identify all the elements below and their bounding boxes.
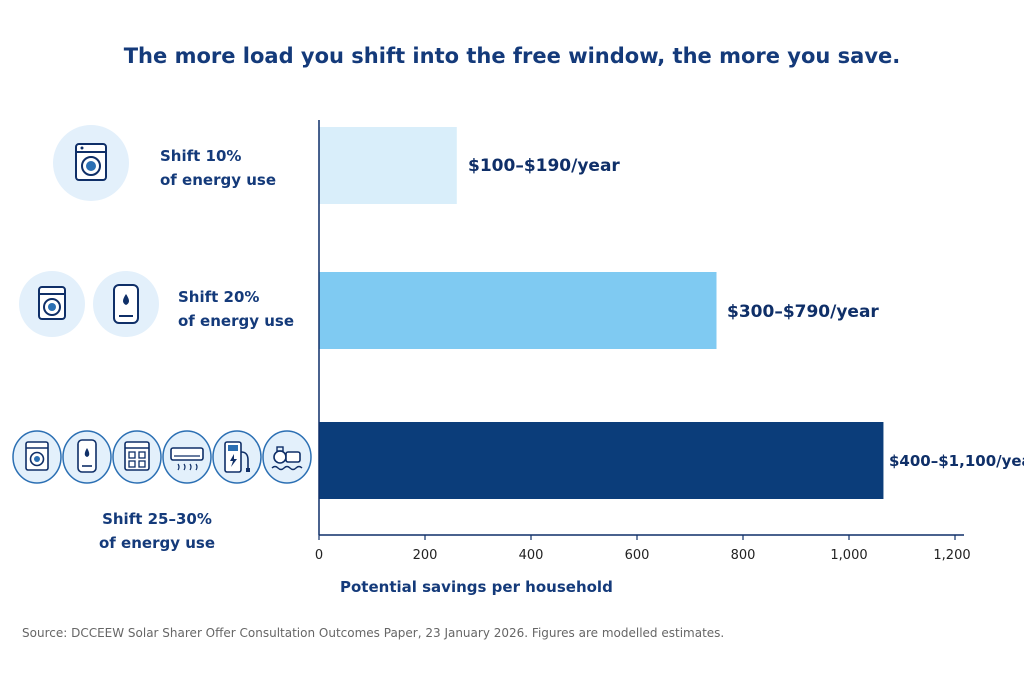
washing-machine-icon	[19, 271, 85, 337]
source-note: Source: DCCEEW Solar Sharer Offer Consul…	[22, 626, 725, 640]
pool-pump-icon	[262, 430, 312, 484]
bar-label-2: $300–$790/year	[727, 302, 879, 322]
x-tick-label: 1,000	[830, 548, 868, 563]
washing-machine-icon	[53, 125, 129, 201]
bar-2	[319, 272, 717, 349]
chart-title: The more load you shift into the free wi…	[123, 44, 901, 68]
x-tick-label: 600	[624, 548, 650, 563]
x-axis-label: Potential savings per household	[340, 578, 613, 596]
dishwasher-icon	[112, 430, 162, 484]
x-tick-label: 800	[730, 548, 756, 563]
water-heater-icon	[93, 271, 159, 337]
bar-3	[319, 422, 884, 499]
ev-charger-icon	[212, 430, 262, 484]
x-tick-label: 400	[518, 548, 544, 563]
water-heater-icon	[62, 430, 112, 484]
category-label-2: Shift 20% of energy use	[178, 288, 294, 330]
bar-1	[319, 127, 457, 204]
category-label-1: Shift 10% of energy use	[160, 147, 276, 189]
category-label-3: Shift 25–30% of energy use	[99, 510, 215, 552]
x-tick-label: 200	[412, 548, 438, 563]
air-conditioner-icon	[162, 430, 212, 484]
washing-machine-icon	[12, 430, 62, 484]
bar-label-3: $400–$1,100/year	[889, 452, 1024, 470]
x-tick-label: 0	[314, 548, 324, 563]
x-tick-label: 1,200	[933, 548, 971, 563]
bar-label-1: $100–$190/year	[468, 156, 620, 176]
